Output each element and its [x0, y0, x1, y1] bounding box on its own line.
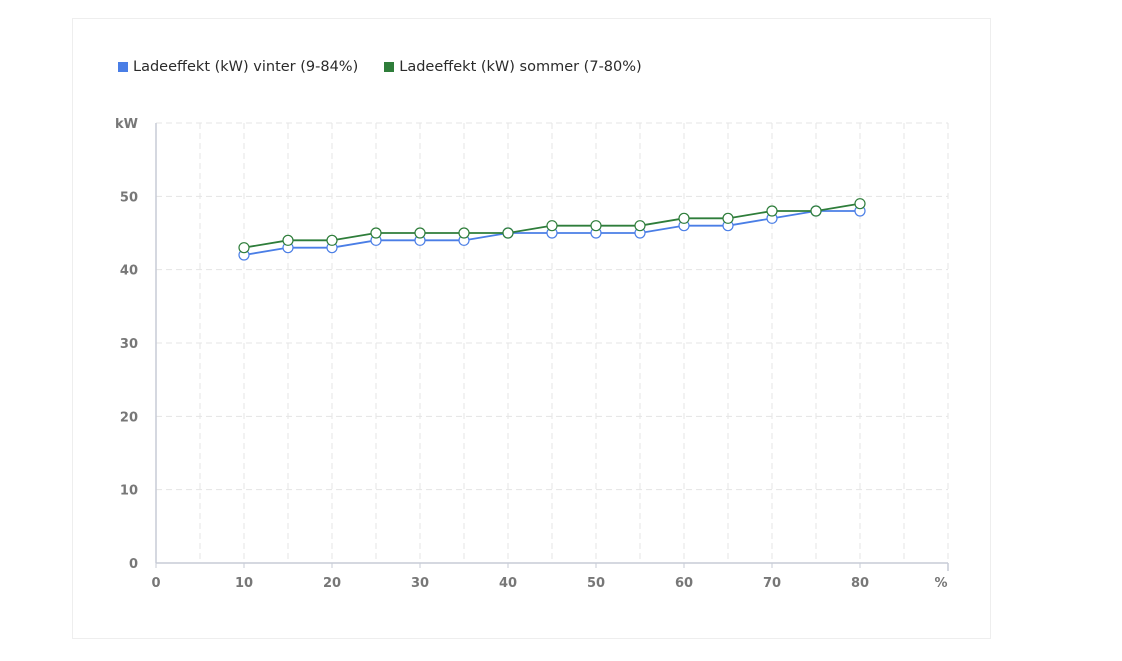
- legend-label-vinter: Ladeeffekt (kW) vinter (9-84%): [133, 59, 359, 75]
- y-tick-label: 0: [129, 557, 138, 572]
- chart-legend: Ladeeffekt (kW) vinter (9-84%) Ladeeffek…: [118, 57, 642, 77]
- legend-label-sommer: Ladeeffekt (kW) sommer (7-80%): [399, 59, 642, 75]
- data-point-sommer: [282, 234, 294, 246]
- data-point-sommer: [766, 205, 778, 217]
- y-tick-label: 50: [120, 190, 138, 205]
- x-tick-label: 30: [411, 576, 429, 591]
- data-point-sommer: [678, 212, 690, 224]
- data-point-sommer: [414, 227, 426, 239]
- x-tick-label: 50: [587, 576, 605, 591]
- x-tick-label: 0: [151, 576, 160, 591]
- x-tick-label: 40: [499, 576, 517, 591]
- x-tick-label: 20: [323, 576, 341, 591]
- data-point-sommer: [634, 220, 646, 232]
- x-axis-unit-label: %: [934, 576, 947, 591]
- x-tick-label: 60: [675, 576, 693, 591]
- y-tick-label: 40: [120, 264, 138, 279]
- x-tick-label: 70: [763, 576, 781, 591]
- data-point-sommer: [546, 220, 558, 232]
- data-point-sommer: [722, 212, 734, 224]
- data-point-sommer: [590, 220, 602, 232]
- x-tick-label: 80: [851, 576, 869, 591]
- legend-item-vinter[interactable]: Ladeeffekt (kW) vinter (9-84%): [118, 59, 358, 75]
- legend-item-sommer[interactable]: Ladeeffekt (kW) sommer (7-80%): [384, 59, 642, 75]
- data-point-sommer: [458, 227, 470, 239]
- x-tick-label: 10: [235, 576, 253, 591]
- legend-swatch-sommer: [384, 62, 395, 72]
- y-axis-unit-label: kW: [115, 117, 138, 132]
- data-point-sommer: [370, 227, 382, 239]
- data-point-sommer: [854, 198, 866, 210]
- data-point-sommer: [326, 234, 338, 246]
- legend-swatch-vinter: [118, 62, 128, 72]
- chart-card: [72, 18, 991, 639]
- data-point-sommer: [810, 205, 822, 217]
- y-tick-label: 30: [120, 337, 138, 352]
- data-point-sommer: [238, 242, 250, 254]
- y-tick-label: 20: [120, 410, 138, 425]
- y-tick-label: 10: [120, 484, 138, 499]
- data-point-sommer: [502, 227, 514, 239]
